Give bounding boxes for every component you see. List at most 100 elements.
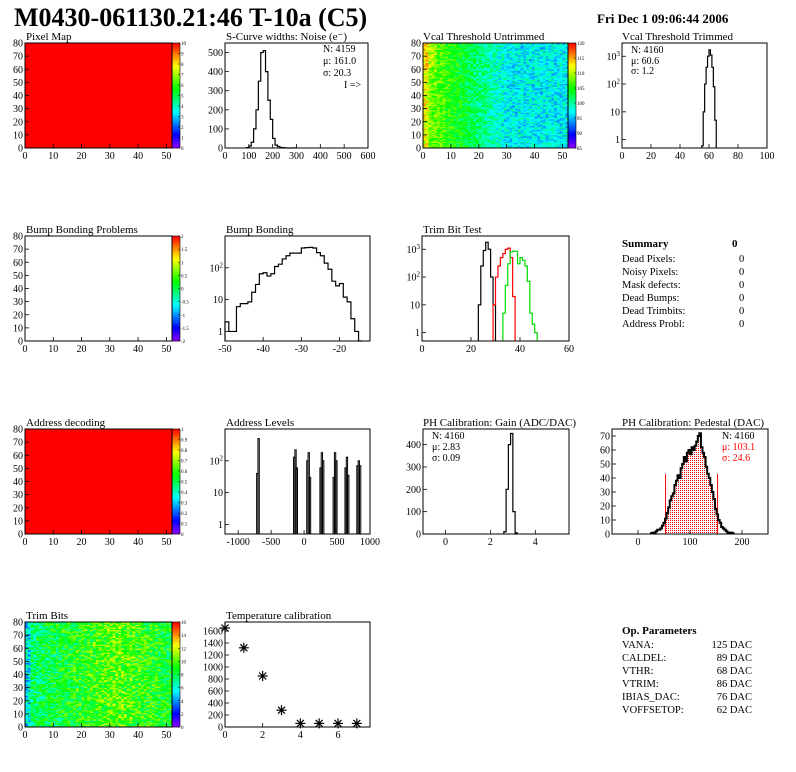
heatmap-cell: [512, 116, 516, 119]
heatmap-cell: [492, 61, 496, 63]
heatmap-cell: [540, 66, 544, 69]
heatmap-cell: [459, 62, 463, 65]
heatmap-cell: [506, 102, 510, 104]
heatmap-cell: [495, 99, 499, 102]
heatmap-cell: [534, 48, 538, 50]
heatmap-cell: [556, 127, 560, 129]
heatmap-cell: [562, 106, 566, 108]
heatmap-cell: [542, 45, 546, 48]
heatmap-cell: [526, 145, 530, 147]
y-tick-label: 200: [406, 485, 421, 496]
heatmap-cell: [442, 65, 446, 67]
heatmap-cell: [565, 106, 569, 108]
heatmap-cell: [464, 129, 468, 132]
heatmap-cell: [551, 103, 555, 105]
heatmap-cell: [25, 623, 29, 625]
heatmap-cell: [523, 111, 527, 113]
heatmap-cell: [548, 103, 552, 105]
heatmap-cell: [562, 94, 566, 96]
heatmap-cell: [506, 106, 510, 108]
heatmap-cell: [442, 99, 446, 102]
heatmap-cell: [453, 142, 457, 145]
heatmap-cell: [526, 106, 530, 108]
heatmap-cell: [515, 119, 519, 121]
heatmap-cell: [484, 109, 488, 112]
colorbar-band: [172, 286, 180, 289]
heatmap-cell: [537, 58, 541, 61]
heatmap-cell: [523, 74, 527, 77]
heatmap-cell: [459, 141, 463, 144]
heatmap-cell: [450, 95, 454, 98]
heatmap-cell: [470, 113, 474, 116]
heatmap-cell: [492, 52, 496, 54]
heatmap-cell: [464, 125, 468, 128]
heatmap-cell: [434, 43, 438, 45]
heatmap-cell: [475, 70, 480, 73]
heatmap-cell: [565, 71, 569, 74]
heatmap-cell: [551, 66, 555, 69]
heatmap-cell: [489, 56, 494, 58]
heatmap-cell: [428, 134, 432, 137]
heatmap-cell: [512, 60, 516, 62]
heatmap-cell: [528, 82, 533, 84]
heatmap-cell: [501, 85, 505, 87]
heatmap-cell: [470, 45, 474, 48]
heatmap-cell: [470, 90, 474, 92]
heatmap-cell: [526, 56, 530, 58]
heatmap-cell: [478, 129, 482, 132]
colorbar-band: [172, 127, 180, 130]
heatmap-cell: [501, 52, 505, 54]
heatmap-cell: [462, 141, 466, 144]
heatmap-cell: [512, 50, 516, 53]
heatmap-cell: [478, 71, 482, 74]
heatmap-cell: [531, 107, 535, 109]
heatmap-cell: [545, 133, 549, 136]
heatmap-cell: [439, 87, 443, 90]
heatmap-cell: [526, 52, 530, 54]
colorbar-band: [172, 131, 180, 134]
heatmap-cell: [423, 54, 427, 57]
heatmap-cell: [559, 103, 563, 105]
heatmap-cell: [25, 724, 29, 726]
heatmap-cell: [517, 53, 521, 56]
heatmap-cell: [473, 73, 477, 75]
heatmap-cell: [520, 64, 524, 66]
heatmap-cell: [473, 120, 477, 123]
heatmap-cell: [542, 69, 546, 71]
heatmap-cell: [445, 53, 449, 56]
heatmap-cell: [534, 104, 538, 107]
heatmap-cell: [520, 52, 524, 54]
heatmap-cell: [481, 66, 485, 69]
colorbar-band: [568, 78, 576, 82]
x-tick-label: 40: [133, 537, 143, 548]
heatmap-cell: [478, 91, 482, 94]
x-tick-label: 500: [330, 537, 345, 548]
heatmap-cell: [540, 56, 544, 58]
heatmap-cell: [534, 107, 538, 109]
heatmap-cell: [487, 48, 491, 50]
heatmap-cell: [489, 49, 494, 52]
y-tick-label: 10: [13, 130, 23, 141]
colorbar-band: [172, 116, 180, 119]
heatmap-cell: [456, 87, 460, 90]
heatmap-cell: [470, 120, 474, 123]
heatmap-cell: [492, 95, 496, 98]
chart-title-pedestal: PH Calibration: Pedestal (DAC): [622, 417, 764, 429]
heatmap-cell: [442, 108, 446, 111]
heatmap-cell: [506, 91, 510, 94]
heatmap-cell: [540, 99, 544, 102]
heatmap-cell: [534, 134, 538, 137]
heatmap-cell: [509, 119, 513, 121]
heatmap-cell: [495, 50, 499, 53]
heatmap-cell: [467, 67, 471, 70]
colorbar-band: [172, 324, 180, 327]
heatmap-cell: [528, 130, 533, 133]
heatmap-cell: [450, 44, 454, 46]
heatmap-cell: [30, 719, 34, 721]
heatmap-cell: [509, 78, 513, 81]
heatmap-cell: [498, 74, 502, 77]
heatmap-cell: [523, 82, 527, 84]
heatmap-cell: [428, 113, 432, 116]
heatmap-cell: [554, 85, 558, 87]
heatmap-cell: [492, 115, 496, 117]
